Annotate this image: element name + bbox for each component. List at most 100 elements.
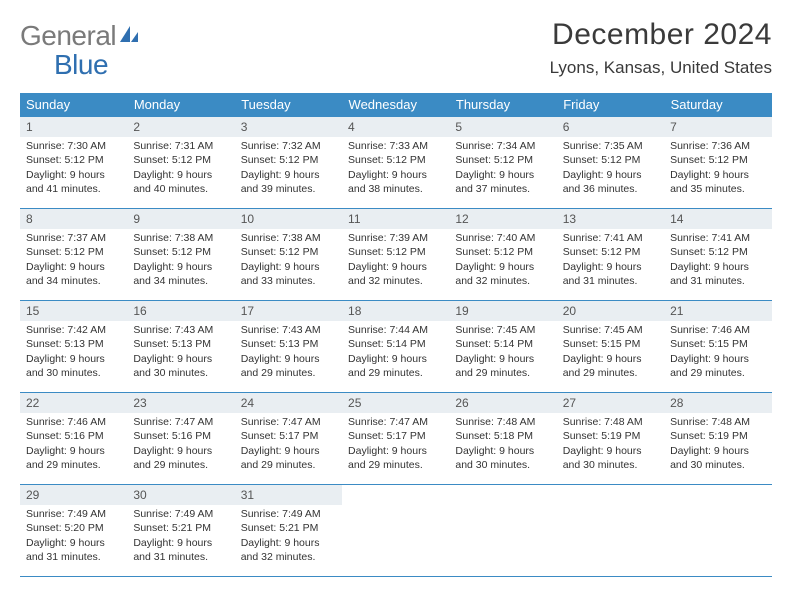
day-details: Sunrise: 7:45 AMSunset: 5:15 PMDaylight:… (557, 321, 664, 384)
calendar-day-cell: 6Sunrise: 7:35 AMSunset: 5:12 PMDaylight… (557, 117, 664, 209)
day-details: Sunrise: 7:44 AMSunset: 5:14 PMDaylight:… (342, 321, 449, 384)
calendar-day-cell: 5Sunrise: 7:34 AMSunset: 5:12 PMDaylight… (449, 117, 556, 209)
day-number: 5 (449, 117, 556, 137)
day-details: Sunrise: 7:48 AMSunset: 5:19 PMDaylight:… (664, 413, 771, 476)
day-number: 21 (664, 301, 771, 321)
day-details: Sunrise: 7:49 AMSunset: 5:20 PMDaylight:… (20, 505, 127, 568)
day-number: 28 (664, 393, 771, 413)
day-details: Sunrise: 7:30 AMSunset: 5:12 PMDaylight:… (20, 137, 127, 200)
calendar-day-cell: 11Sunrise: 7:39 AMSunset: 5:12 PMDayligh… (342, 209, 449, 301)
day-number: 20 (557, 301, 664, 321)
calendar-day-cell: 21Sunrise: 7:46 AMSunset: 5:15 PMDayligh… (664, 301, 771, 393)
calendar-table: SundayMondayTuesdayWednesdayThursdayFrid… (20, 93, 772, 577)
day-number: 2 (127, 117, 234, 137)
weekday-header: Friday (557, 93, 664, 117)
day-number: 15 (20, 301, 127, 321)
calendar-day-cell: 29Sunrise: 7:49 AMSunset: 5:20 PMDayligh… (20, 485, 127, 577)
day-details: Sunrise: 7:49 AMSunset: 5:21 PMDaylight:… (235, 505, 342, 568)
brand-logo: General Blue (20, 22, 140, 79)
weekday-header: Sunday (20, 93, 127, 117)
calendar-day-cell: 27Sunrise: 7:48 AMSunset: 5:19 PMDayligh… (557, 393, 664, 485)
day-details: Sunrise: 7:47 AMSunset: 5:17 PMDaylight:… (235, 413, 342, 476)
day-details: Sunrise: 7:41 AMSunset: 5:12 PMDaylight:… (557, 229, 664, 292)
day-number: 7 (664, 117, 771, 137)
calendar-empty-cell (557, 485, 664, 577)
calendar-week-row: 29Sunrise: 7:49 AMSunset: 5:20 PMDayligh… (20, 485, 772, 577)
day-number: 30 (127, 485, 234, 505)
calendar-day-cell: 14Sunrise: 7:41 AMSunset: 5:12 PMDayligh… (664, 209, 771, 301)
day-details: Sunrise: 7:48 AMSunset: 5:18 PMDaylight:… (449, 413, 556, 476)
day-details: Sunrise: 7:39 AMSunset: 5:12 PMDaylight:… (342, 229, 449, 292)
day-number: 16 (127, 301, 234, 321)
day-details: Sunrise: 7:48 AMSunset: 5:19 PMDaylight:… (557, 413, 664, 476)
weekday-header: Tuesday (235, 93, 342, 117)
calendar-empty-cell (664, 485, 771, 577)
title-block: December 2024 Lyons, Kansas, United Stat… (550, 18, 772, 78)
day-number: 31 (235, 485, 342, 505)
day-number: 25 (342, 393, 449, 413)
logo-sail-icon (118, 24, 140, 51)
day-number: 6 (557, 117, 664, 137)
calendar-day-cell: 3Sunrise: 7:32 AMSunset: 5:12 PMDaylight… (235, 117, 342, 209)
day-details: Sunrise: 7:38 AMSunset: 5:12 PMDaylight:… (235, 229, 342, 292)
calendar-day-cell: 24Sunrise: 7:47 AMSunset: 5:17 PMDayligh… (235, 393, 342, 485)
day-details: Sunrise: 7:35 AMSunset: 5:12 PMDaylight:… (557, 137, 664, 200)
day-details: Sunrise: 7:31 AMSunset: 5:12 PMDaylight:… (127, 137, 234, 200)
day-number: 12 (449, 209, 556, 229)
calendar-day-cell: 18Sunrise: 7:44 AMSunset: 5:14 PMDayligh… (342, 301, 449, 393)
day-details: Sunrise: 7:46 AMSunset: 5:16 PMDaylight:… (20, 413, 127, 476)
day-number: 22 (20, 393, 127, 413)
calendar-empty-cell (449, 485, 556, 577)
calendar-day-cell: 10Sunrise: 7:38 AMSunset: 5:12 PMDayligh… (235, 209, 342, 301)
month-title: December 2024 (550, 18, 772, 52)
location: Lyons, Kansas, United States (550, 58, 772, 78)
calendar-week-row: 1Sunrise: 7:30 AMSunset: 5:12 PMDaylight… (20, 117, 772, 209)
day-details: Sunrise: 7:34 AMSunset: 5:12 PMDaylight:… (449, 137, 556, 200)
calendar-day-cell: 17Sunrise: 7:43 AMSunset: 5:13 PMDayligh… (235, 301, 342, 393)
day-details: Sunrise: 7:47 AMSunset: 5:17 PMDaylight:… (342, 413, 449, 476)
brand-word2: Blue (54, 49, 108, 80)
calendar-day-cell: 22Sunrise: 7:46 AMSunset: 5:16 PMDayligh… (20, 393, 127, 485)
calendar-day-cell: 19Sunrise: 7:45 AMSunset: 5:14 PMDayligh… (449, 301, 556, 393)
day-number: 29 (20, 485, 127, 505)
weekday-header: Saturday (664, 93, 771, 117)
calendar-empty-cell (342, 485, 449, 577)
day-number: 8 (20, 209, 127, 229)
weekday-header: Monday (127, 93, 234, 117)
day-details: Sunrise: 7:43 AMSunset: 5:13 PMDaylight:… (235, 321, 342, 384)
day-number: 4 (342, 117, 449, 137)
calendar-day-cell: 25Sunrise: 7:47 AMSunset: 5:17 PMDayligh… (342, 393, 449, 485)
day-details: Sunrise: 7:49 AMSunset: 5:21 PMDaylight:… (127, 505, 234, 568)
weekday-header-row: SundayMondayTuesdayWednesdayThursdayFrid… (20, 93, 772, 117)
day-number: 10 (235, 209, 342, 229)
calendar-day-cell: 12Sunrise: 7:40 AMSunset: 5:12 PMDayligh… (449, 209, 556, 301)
calendar-day-cell: 26Sunrise: 7:48 AMSunset: 5:18 PMDayligh… (449, 393, 556, 485)
day-details: Sunrise: 7:46 AMSunset: 5:15 PMDaylight:… (664, 321, 771, 384)
day-details: Sunrise: 7:37 AMSunset: 5:12 PMDaylight:… (20, 229, 127, 292)
day-number: 1 (20, 117, 127, 137)
calendar-day-cell: 7Sunrise: 7:36 AMSunset: 5:12 PMDaylight… (664, 117, 771, 209)
brand-word1: General (20, 20, 116, 51)
calendar-day-cell: 23Sunrise: 7:47 AMSunset: 5:16 PMDayligh… (127, 393, 234, 485)
day-number: 17 (235, 301, 342, 321)
day-number: 13 (557, 209, 664, 229)
calendar-day-cell: 31Sunrise: 7:49 AMSunset: 5:21 PMDayligh… (235, 485, 342, 577)
day-details: Sunrise: 7:33 AMSunset: 5:12 PMDaylight:… (342, 137, 449, 200)
calendar-day-cell: 13Sunrise: 7:41 AMSunset: 5:12 PMDayligh… (557, 209, 664, 301)
calendar-week-row: 22Sunrise: 7:46 AMSunset: 5:16 PMDayligh… (20, 393, 772, 485)
day-number: 9 (127, 209, 234, 229)
calendar-day-cell: 20Sunrise: 7:45 AMSunset: 5:15 PMDayligh… (557, 301, 664, 393)
day-number: 24 (235, 393, 342, 413)
calendar-day-cell: 28Sunrise: 7:48 AMSunset: 5:19 PMDayligh… (664, 393, 771, 485)
day-number: 19 (449, 301, 556, 321)
calendar-day-cell: 16Sunrise: 7:43 AMSunset: 5:13 PMDayligh… (127, 301, 234, 393)
day-number: 27 (557, 393, 664, 413)
calendar-week-row: 8Sunrise: 7:37 AMSunset: 5:12 PMDaylight… (20, 209, 772, 301)
weekday-header: Thursday (449, 93, 556, 117)
calendar-day-cell: 4Sunrise: 7:33 AMSunset: 5:12 PMDaylight… (342, 117, 449, 209)
weekday-header: Wednesday (342, 93, 449, 117)
day-number: 18 (342, 301, 449, 321)
day-number: 23 (127, 393, 234, 413)
calendar-day-cell: 9Sunrise: 7:38 AMSunset: 5:12 PMDaylight… (127, 209, 234, 301)
day-details: Sunrise: 7:32 AMSunset: 5:12 PMDaylight:… (235, 137, 342, 200)
